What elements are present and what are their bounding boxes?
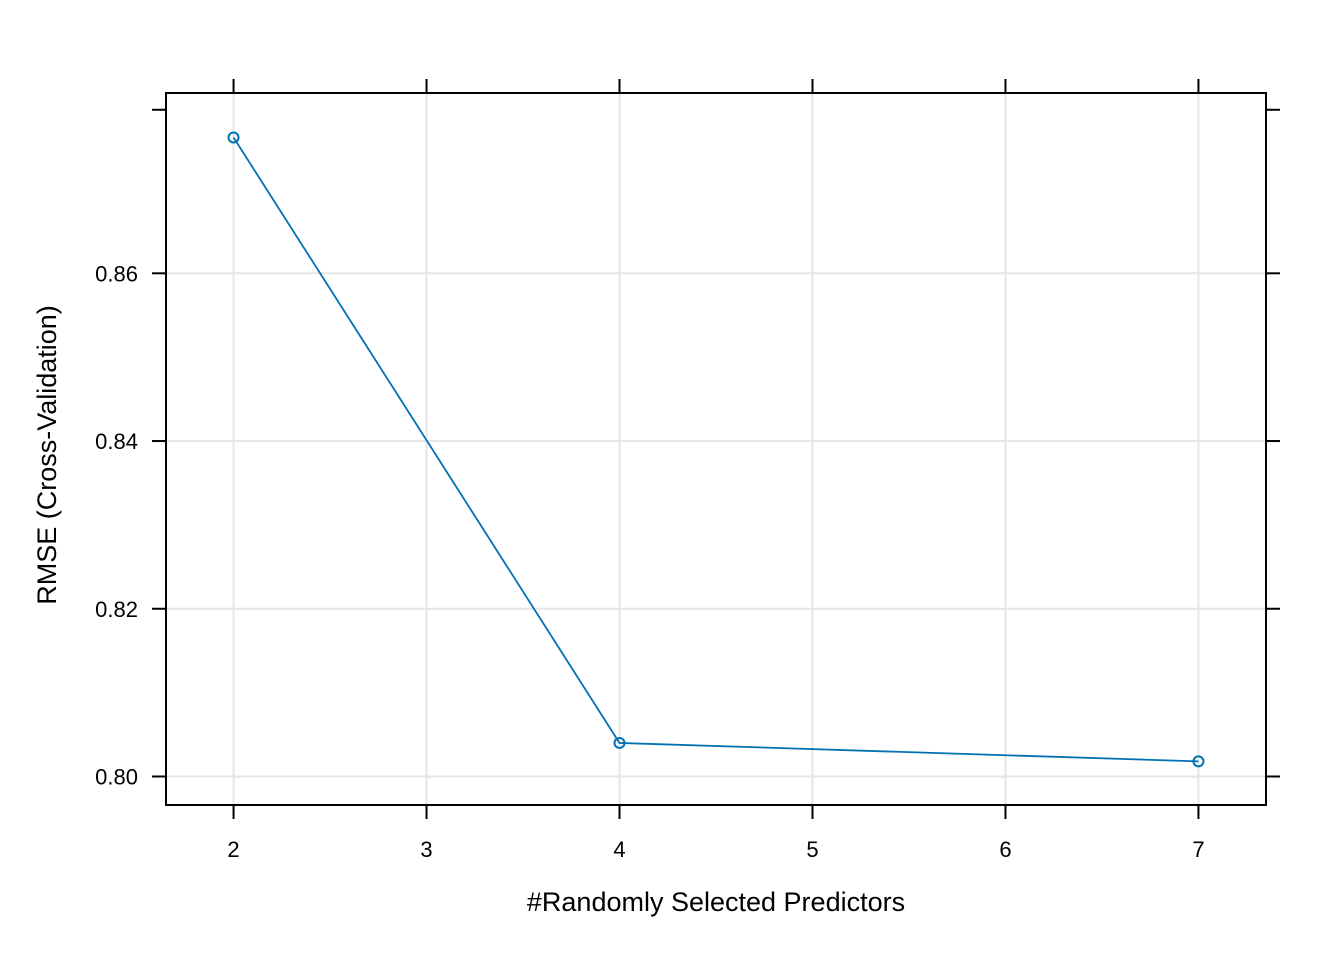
data-point: [613, 736, 626, 749]
axis-ticks: [152, 79, 1280, 819]
data-point: [1192, 755, 1205, 768]
x-tick-label: 2: [227, 837, 239, 862]
x-tick-labels: 2 3 4 5 6 7: [227, 837, 1204, 862]
y-axis-title: RMSE (Cross-Validation): [32, 305, 62, 605]
x-axis-title: #Randomly Selected Predictors: [527, 887, 905, 917]
y-tick-label: 0.86: [95, 261, 138, 286]
x-tick-label: 4: [613, 837, 625, 862]
y-tick-label: 0.80: [95, 764, 138, 789]
data-point: [227, 131, 240, 144]
x-tick-label: 7: [1192, 837, 1204, 862]
x-tick-label: 6: [999, 837, 1011, 862]
y-tick-label: 0.84: [95, 429, 138, 454]
grid-lines: [166, 93, 1266, 805]
x-tick-label: 3: [420, 837, 432, 862]
x-tick-label: 5: [806, 837, 818, 862]
plot-frame: [165, 92, 1267, 806]
series-line: [232, 136, 1199, 763]
series-layer: [227, 131, 1205, 768]
y-tick-label: 0.82: [95, 597, 138, 622]
y-tick-labels: 0.80 0.82 0.84 0.86: [95, 261, 138, 789]
